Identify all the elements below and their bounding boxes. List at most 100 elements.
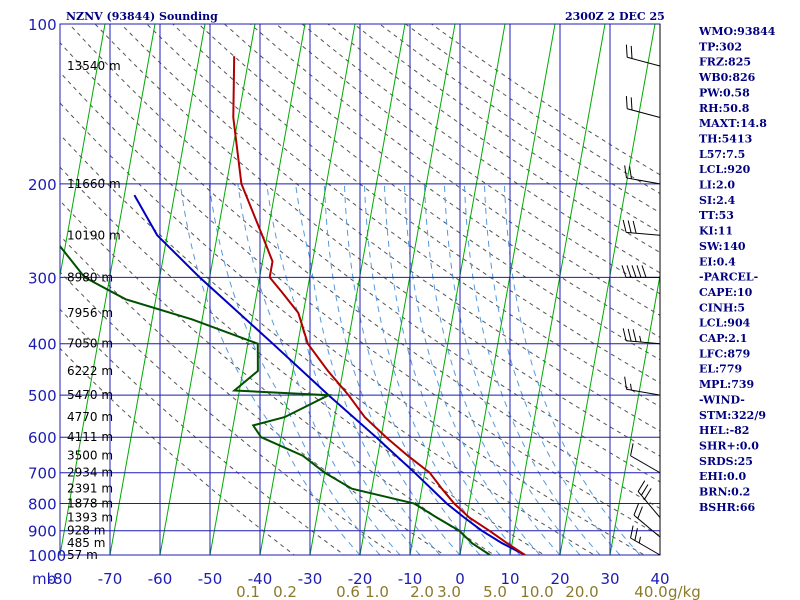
wind-barb <box>622 328 661 345</box>
wind-barb <box>624 376 661 396</box>
wind-barb-staff <box>626 231 661 236</box>
index-value: LCL:904 <box>699 317 751 330</box>
wind-barb-flag <box>624 165 628 179</box>
index-value: KI:11 <box>699 225 733 238</box>
index-value: SI:2.4 <box>699 194 736 207</box>
index-value: STM:322/9 <box>699 409 766 422</box>
height-label: 11660 m <box>67 177 121 191</box>
wind-barb-flag <box>627 328 632 342</box>
wind-barb-flag <box>626 265 632 278</box>
chart-title: NZNV (93844) Sounding <box>66 10 218 23</box>
height-label: 485 m <box>67 536 105 550</box>
pressure-tick-label: 800 <box>28 496 57 514</box>
isotherm-line <box>559 24 656 555</box>
index-value: EI:0.4 <box>699 255 736 268</box>
wind-barb <box>621 265 660 278</box>
index-value: LI:2.0 <box>699 179 735 192</box>
dry-adiabat-line <box>60 347 296 555</box>
height-label: 5470 m <box>67 388 113 402</box>
wind-barb-half-flag <box>630 383 632 391</box>
profile-traces <box>60 56 526 555</box>
height-label: 1878 m <box>67 497 113 511</box>
wind-barb-flag <box>625 44 628 58</box>
isotherm-line <box>259 24 356 555</box>
pressure-tick-label: 400 <box>28 336 57 354</box>
index-value: L57:7.5 <box>699 148 745 161</box>
index-value: CINH:5 <box>699 301 745 314</box>
dry-adiabat-line <box>60 102 646 555</box>
wind-barb-flag <box>630 97 633 111</box>
isotherm-line <box>60 24 106 279</box>
height-label: 7956 m <box>67 306 113 320</box>
wind-barb <box>633 503 661 538</box>
temperature-tick-label: -10 <box>398 570 423 588</box>
isotherm-line <box>309 24 406 555</box>
wind-barb-half-flag <box>638 536 641 544</box>
dry-adiabat-line <box>60 41 660 509</box>
moist-adiabat-line <box>237 183 401 555</box>
dry-adiabat-line <box>60 133 596 555</box>
temperature-tick-label: -30 <box>298 570 323 588</box>
index-value: BSHR:66 <box>699 501 755 514</box>
wind-barb-flag <box>637 480 646 492</box>
wind-barb-flag <box>622 328 627 341</box>
mixing-ratio-label: 0.2 <box>273 583 297 600</box>
index-value: LFC:879 <box>699 347 750 360</box>
dry-adiabat-line <box>60 166 546 555</box>
isotherm-line <box>409 24 506 555</box>
temperature-tick-label: -20 <box>348 570 373 588</box>
index-value: SHR+:0.0 <box>699 439 759 452</box>
mixing-ratio-label: 20.0 <box>565 583 598 600</box>
temperature-tick-label: 0 <box>455 570 465 588</box>
height-label: 1393 m <box>67 511 113 525</box>
wind-barb-flag <box>632 329 637 342</box>
mixing-ratio-label: 5.0 <box>483 583 507 600</box>
mixing-ratio-label: 2.0 <box>410 583 434 600</box>
dry-adiabat-line <box>146 24 660 408</box>
wind-barb-flag <box>634 528 638 541</box>
pressure-axis-unit: mb <box>32 570 56 588</box>
wind-barb-staff <box>633 514 661 538</box>
dry-adiabat-line <box>60 71 660 537</box>
parcel-trace <box>133 194 526 555</box>
wind-barb-flag <box>633 503 640 516</box>
index-value: FRZ:825 <box>699 56 751 69</box>
index-value: EHI:0.0 <box>699 470 746 483</box>
wind-barb-flag <box>644 488 652 500</box>
moist-adiabat-line <box>266 183 421 555</box>
wind-barb <box>622 219 661 236</box>
temperature-trace <box>232 56 526 555</box>
index-value: CAPE:10 <box>699 286 753 299</box>
dewpoint-trace <box>60 244 491 555</box>
isotherm-line <box>159 24 256 555</box>
index-value: RH:50.8 <box>699 102 750 115</box>
wind-barb <box>625 44 661 67</box>
wind-barb-staff <box>627 56 661 67</box>
dry-adiabat-line <box>275 24 660 295</box>
indices-panel: WMO:93844 TP:302 FRZ:825 WB0:826 PW:0.58 RH:5… <box>698 25 776 514</box>
isotherm-line <box>459 24 556 555</box>
height-label: 13540 m <box>67 59 121 73</box>
index-value: MPL:739 <box>699 378 754 391</box>
dry-adiabat-line <box>120 24 660 432</box>
index-value: SW:140 <box>699 240 746 253</box>
height-label: 2934 m <box>67 466 113 480</box>
index-value: SRDS:25 <box>699 455 753 468</box>
isotherm-line <box>209 24 306 555</box>
index-value: PW:0.58 <box>699 86 750 99</box>
wind-barb-flag <box>636 265 642 278</box>
wind-barb <box>630 525 661 556</box>
wind-barb-flag <box>630 45 633 59</box>
wind-barb-half-flag <box>639 335 642 343</box>
index-value: TP:302 <box>699 40 742 53</box>
height-label: 57 m <box>67 548 98 562</box>
mixing-ratio-label: 10.0 <box>520 583 553 600</box>
wind-barb <box>630 443 661 474</box>
height-label: 4111 m <box>67 430 113 444</box>
wind-barb-flag <box>637 506 643 519</box>
index-value: WB0:826 <box>698 71 756 84</box>
index-value: HEL:-82 <box>699 424 749 437</box>
isotherm-line <box>509 24 606 555</box>
dry-adiabat-line <box>60 234 446 555</box>
